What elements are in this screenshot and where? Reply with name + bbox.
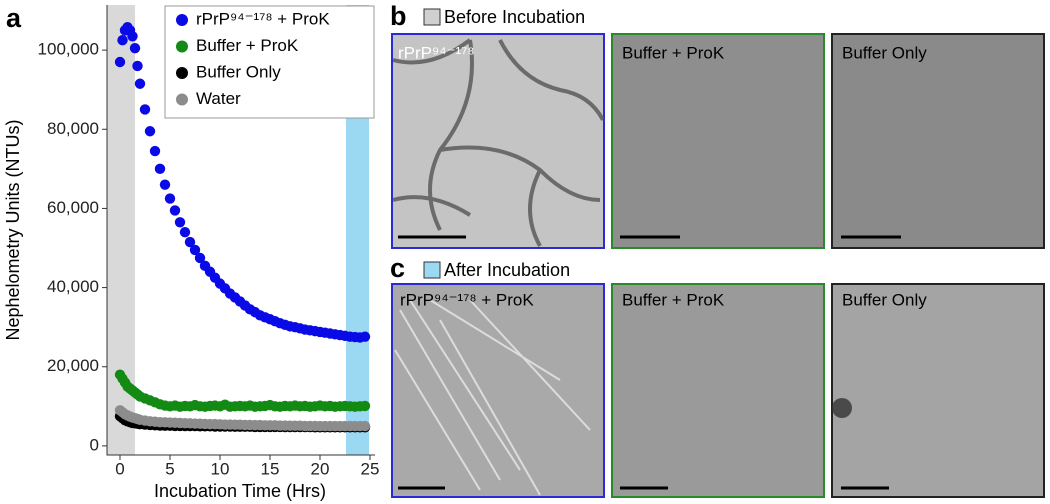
x-tick-label: 25	[361, 459, 380, 478]
x-tick-label: 15	[261, 459, 280, 478]
fibrils	[392, 38, 605, 247]
point	[194, 252, 206, 264]
x-axis-label: Incubation Time (Hrs)	[154, 481, 326, 501]
legend-marker	[176, 93, 188, 106]
point	[359, 331, 371, 342]
legend-box	[164, 5, 375, 119]
panel-label: b	[390, 1, 407, 31]
x-tick-label: 20	[311, 459, 330, 478]
y-tick-label: 20,000	[47, 356, 99, 375]
point	[189, 244, 201, 256]
point	[117, 35, 128, 46]
point	[164, 193, 176, 204]
y-axis-label: Nephelometry Units (NTUs)	[3, 119, 23, 340]
image-label: Buffer Only	[842, 290, 927, 309]
panel-label: c	[390, 253, 405, 283]
swatch	[423, 8, 441, 26]
legend-marker	[176, 40, 188, 53]
legend-label: Buffer + ProK	[196, 36, 299, 55]
y-tick-label: 80,000	[47, 119, 99, 138]
legend-marker	[176, 67, 188, 79]
point	[134, 78, 146, 89]
image-label: Buffer + ProK	[622, 43, 725, 62]
point	[174, 217, 186, 228]
point	[169, 205, 181, 216]
image	[611, 283, 825, 498]
image	[831, 33, 1045, 249]
panel-title: After Incubation	[444, 260, 570, 280]
point	[129, 42, 141, 54]
point	[139, 104, 151, 115]
panel-label: a	[6, 3, 22, 33]
point	[179, 226, 191, 238]
image-label: Buffer + ProK	[622, 290, 725, 309]
y-tick-label: 40,000	[47, 277, 99, 296]
y-tick-label: 60,000	[47, 198, 99, 217]
image-label: rPrP⁹⁴⁻¹⁷⁸ + ProK	[400, 290, 534, 309]
image	[831, 283, 1045, 498]
x-tick-label: 10	[211, 459, 230, 478]
image	[611, 33, 825, 249]
legend-marker	[176, 14, 188, 26]
point	[114, 56, 126, 68]
spot	[832, 398, 852, 418]
image-label: rPrP⁹⁴⁻¹⁷⁸	[398, 43, 475, 62]
plot: 0 20,000 40,000 60,000 80,000 100,000 0 5 10 15 20…	[38, 5, 380, 478]
point	[144, 126, 156, 137]
y-tick-label: 0	[90, 435, 99, 454]
point	[127, 31, 138, 42]
fibrils	[394, 299, 591, 496]
legend-label: Buffer Only	[196, 62, 281, 81]
point	[359, 400, 371, 412]
x-tick-label: 0	[115, 459, 124, 478]
axis	[106, 5, 375, 456]
point	[132, 60, 143, 72]
point	[159, 179, 171, 190]
x-tick-label: 5	[165, 459, 174, 478]
point	[149, 145, 161, 157]
point	[184, 236, 196, 248]
legend-label: rPrP⁹⁴⁻¹⁷⁸ + ProK	[196, 9, 330, 28]
swatch	[423, 261, 441, 279]
panel-title: Before Incubation	[444, 7, 585, 27]
point	[359, 420, 371, 432]
point	[154, 163, 166, 175]
legend-label: Water	[196, 89, 241, 108]
image-label: Buffer Only	[842, 43, 927, 62]
image	[391, 283, 605, 498]
image	[391, 33, 605, 249]
y-tick-label: 100,000	[38, 40, 99, 59]
